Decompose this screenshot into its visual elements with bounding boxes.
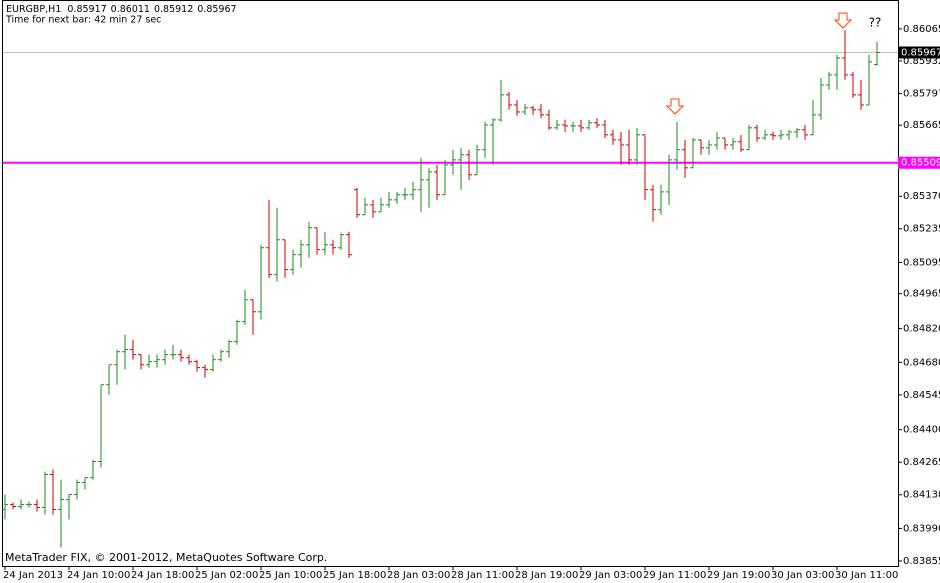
arrow-marker bbox=[833, 12, 853, 29]
x-tick-label: 28 Jan 19:00 bbox=[515, 570, 578, 581]
header: EURGBP,H1 0.85917 0.86011 0.85912 0.85967 bbox=[6, 4, 237, 15]
x-tick-label: 29 Jan 11:00 bbox=[643, 570, 706, 581]
annotation: ?? bbox=[869, 16, 882, 30]
high-value: 0.86011 bbox=[111, 4, 150, 15]
timer: Time for next bar: 42 min 27 sec bbox=[5, 15, 161, 26]
symbol: EURGBP,H1 bbox=[6, 4, 61, 15]
x-tick-label: 25 Jan 02:00 bbox=[195, 570, 258, 581]
x-tick-label: 29 Jan 03:00 bbox=[579, 570, 642, 581]
x-tick-label: 29 Jan 19:00 bbox=[707, 570, 770, 581]
low-value: 0.85912 bbox=[154, 4, 193, 15]
y-tick-label: 0.86065 bbox=[903, 24, 940, 35]
y-tick-label: 0.84265 bbox=[903, 457, 940, 468]
x-tick-label: 30 Jan 11:00 bbox=[835, 570, 898, 581]
x-tick-label: 25 Jan 10:00 bbox=[259, 570, 322, 581]
x-tick-label: 24 Jan 2013 bbox=[3, 570, 63, 581]
x-tick-label: 28 Jan 03:00 bbox=[387, 570, 450, 581]
x-tick-label: 28 Jan 11:00 bbox=[451, 570, 514, 581]
price-label-box bbox=[898, 156, 940, 169]
close-value: 0.85967 bbox=[197, 4, 236, 15]
y-tick-label: 0.85797 bbox=[903, 88, 940, 99]
y-tick-label: 0.85932 bbox=[903, 56, 940, 67]
plot-area bbox=[2, 30, 898, 548]
y-tick-label: 0.83855 bbox=[903, 556, 940, 567]
y-tick-label: 0.85665 bbox=[903, 120, 940, 131]
arrow-marker bbox=[665, 98, 685, 115]
y-tick-label: 0.85095 bbox=[903, 257, 940, 268]
open-value: 0.85917 bbox=[67, 4, 106, 15]
bid-label-box bbox=[898, 46, 940, 59]
y-tick-label: 0.85235 bbox=[903, 224, 940, 235]
y-tick-label: 0.84545 bbox=[903, 390, 940, 401]
x-tick-label: 24 Jan 18:00 bbox=[131, 570, 194, 581]
x-tick-label: 24 Jan 10:00 bbox=[67, 570, 130, 581]
plot-frame bbox=[2, 0, 899, 567]
x-tick-label: 25 Jan 18:00 bbox=[323, 570, 386, 581]
y-tick-label: 0.84965 bbox=[903, 289, 940, 300]
footer: MetaTrader FIX, © 2001-2012, MetaQuotes … bbox=[5, 551, 327, 564]
bid-label: 0.85967 bbox=[901, 47, 940, 58]
x-tick-label: 30 Jan 03:00 bbox=[771, 570, 834, 581]
price-label: 0.85509 bbox=[901, 158, 940, 169]
